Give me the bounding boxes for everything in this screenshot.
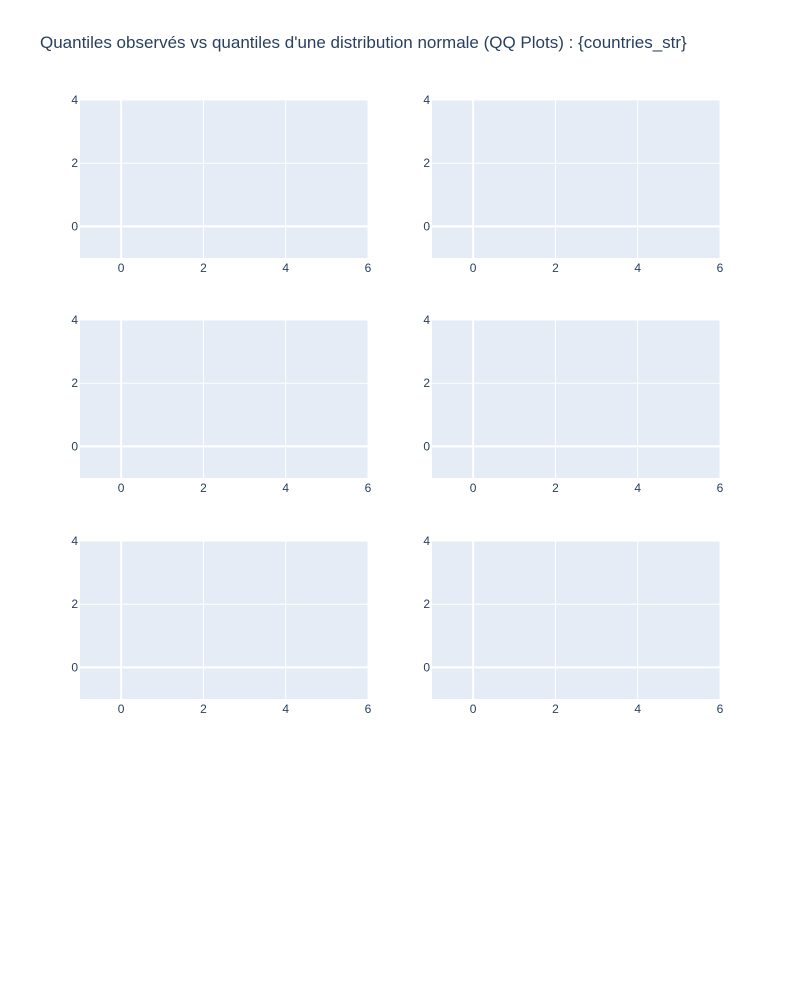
x-tick-label: 2 — [200, 481, 207, 495]
y-tick-label: 2 — [423, 376, 430, 390]
subplot-2: 0 2 4 6 0 2 4 — [423, 93, 723, 275]
subplot-6: 0 2 4 6 0 2 4 — [423, 534, 723, 716]
x-tick-label: 4 — [282, 702, 289, 716]
x-tick-label: 0 — [470, 481, 477, 495]
x-tick-label: 0 — [118, 261, 125, 275]
y-tick-label: 0 — [71, 219, 78, 233]
y-tick-label: 2 — [423, 597, 430, 611]
y-tick-label: 4 — [71, 93, 78, 107]
chart-title: Quantiles observés vs quantiles d'une di… — [40, 33, 687, 52]
y-tick-label: 4 — [423, 93, 430, 107]
subplot-5: 0 2 4 6 0 2 4 — [71, 534, 371, 716]
x-tick-label: 0 — [118, 702, 125, 716]
x-tick-label: 0 — [470, 261, 477, 275]
y-tick-label: 2 — [71, 156, 78, 170]
y-tick-label: 2 — [71, 597, 78, 611]
x-tick-label: 0 — [118, 481, 125, 495]
plot-area — [432, 541, 720, 699]
plot-area — [432, 100, 720, 258]
y-tick-label: 0 — [71, 439, 78, 453]
x-tick-label: 6 — [365, 481, 372, 495]
subplot-4: 0 2 4 6 0 2 4 — [423, 313, 723, 495]
plot-area — [432, 320, 720, 478]
x-tick-label: 2 — [552, 702, 559, 716]
y-tick-label: 4 — [423, 534, 430, 548]
y-tick-label: 2 — [423, 156, 430, 170]
x-tick-label: 6 — [717, 702, 724, 716]
x-tick-label: 2 — [200, 702, 207, 716]
plot-area — [80, 100, 368, 258]
x-tick-label: 4 — [634, 481, 641, 495]
x-tick-label: 4 — [282, 481, 289, 495]
y-tick-label: 0 — [71, 660, 78, 674]
x-tick-label: 4 — [634, 261, 641, 275]
x-tick-label: 2 — [200, 261, 207, 275]
y-tick-label: 0 — [423, 219, 430, 233]
x-tick-label: 0 — [470, 702, 477, 716]
y-tick-label: 0 — [423, 439, 430, 453]
subplot-3: 0 2 4 6 0 2 4 — [71, 313, 371, 495]
x-tick-label: 6 — [365, 261, 372, 275]
plot-area — [80, 541, 368, 699]
x-tick-label: 6 — [365, 702, 372, 716]
y-tick-label: 0 — [423, 660, 430, 674]
plot-area — [80, 320, 368, 478]
y-tick-label: 4 — [423, 313, 430, 327]
subplot-1: 0 2 4 6 0 2 4 — [71, 93, 371, 275]
x-tick-label: 2 — [552, 481, 559, 495]
x-tick-label: 6 — [717, 261, 724, 275]
x-tick-label: 2 — [552, 261, 559, 275]
y-tick-label: 2 — [71, 376, 78, 390]
y-tick-label: 4 — [71, 534, 78, 548]
x-tick-label: 4 — [634, 702, 641, 716]
y-tick-label: 4 — [71, 313, 78, 327]
x-tick-label: 4 — [282, 261, 289, 275]
x-tick-label: 6 — [717, 481, 724, 495]
